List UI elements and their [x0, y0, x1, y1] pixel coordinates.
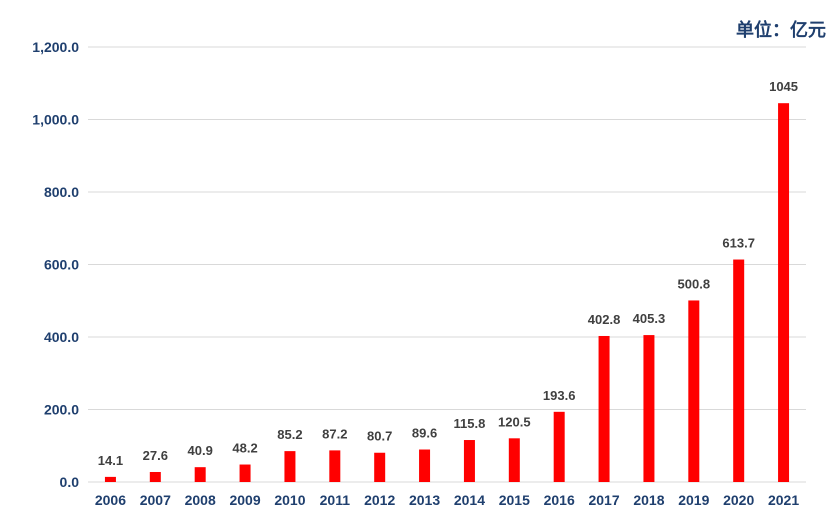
data-labels: 14.1 27.6 40.9 48.2 85.2 87.2 80.7 89.6 115.8 120…	[98, 79, 798, 468]
x-tick-label-2019: 2019	[678, 492, 709, 508]
bar-2013	[419, 449, 431, 482]
data-label-2010: 85.2	[277, 427, 302, 442]
bar-2020	[733, 259, 745, 482]
y-tick-label: 400.0	[44, 329, 79, 345]
bar-2021	[778, 103, 790, 482]
data-label-2017: 402.8	[588, 312, 621, 327]
x-tick-label-2020: 2020	[723, 492, 754, 508]
bar-2006	[104, 476, 116, 482]
y-tick-label: 200.0	[44, 402, 79, 418]
y-tick-label: 600.0	[44, 257, 79, 273]
data-label-2018: 405.3	[633, 311, 666, 326]
data-label-2009: 48.2	[232, 441, 257, 456]
bar-2011	[329, 450, 341, 482]
x-tick-label-2016: 2016	[544, 492, 575, 508]
y-tick-label: 800.0	[44, 184, 79, 200]
x-tick-label-2017: 2017	[588, 492, 619, 508]
data-label-2012: 80.7	[367, 429, 392, 444]
x-tick-label-2021: 2021	[768, 492, 799, 508]
data-label-2019: 500.8	[678, 276, 711, 291]
data-label-2013: 89.6	[412, 426, 437, 441]
data-label-2020: 613.7	[722, 236, 755, 251]
bar-2010	[284, 451, 296, 482]
x-tick-label-2012: 2012	[364, 492, 395, 508]
data-label-2008: 40.9	[188, 443, 213, 458]
data-label-2006: 14.1	[98, 453, 123, 468]
x-tick-label-2010: 2010	[274, 492, 305, 508]
x-tick-label-2009: 2009	[229, 492, 260, 508]
data-label-2014: 115.8	[454, 416, 486, 431]
bar-2009	[239, 464, 251, 482]
x-tick-label-2007: 2007	[140, 492, 171, 508]
bars	[104, 103, 790, 482]
bar-2017	[598, 335, 610, 482]
x-tick-label-2011: 2011	[320, 492, 351, 508]
bar-2008	[194, 467, 206, 482]
x-tick-label-2006: 2006	[95, 492, 126, 508]
gridlines	[88, 46, 806, 483]
y-tick-label: 1,000.0	[32, 112, 79, 128]
bar-2015	[508, 438, 520, 482]
x-tick-label-2008: 2008	[185, 492, 216, 508]
x-tick-label-2014: 2014	[454, 492, 485, 508]
bar-2016	[553, 411, 565, 482]
unit-label: 单位：亿元	[736, 20, 826, 41]
bar-2012	[374, 452, 386, 482]
data-label-2016: 193.6	[543, 388, 576, 403]
data-label-2015: 120.5	[498, 414, 531, 429]
data-label-2011: 87.2	[322, 426, 347, 441]
x-tick-label-2013: 2013	[409, 492, 440, 508]
x-tick-label-2018: 2018	[633, 492, 664, 508]
bar-2019	[688, 300, 700, 482]
bar-2007	[149, 471, 161, 482]
bar-2018	[643, 335, 655, 482]
y-tick-label: 1,200.0	[32, 39, 79, 55]
y-tick-label: 0.0	[60, 474, 80, 490]
y-axis-ticks: 0.0 200.0 400.0 600.0 800.0 1,000.0 1,200.0	[32, 39, 79, 490]
x-tick-label-2015: 2015	[499, 492, 530, 508]
data-label-2007: 27.6	[143, 448, 168, 463]
bar-2014	[463, 440, 475, 482]
x-axis-ticks: 2006 2007 2008 2009 2010 2011 2012 2013 2014 2015…	[95, 492, 799, 508]
data-label-2021: 1045	[769, 79, 798, 94]
